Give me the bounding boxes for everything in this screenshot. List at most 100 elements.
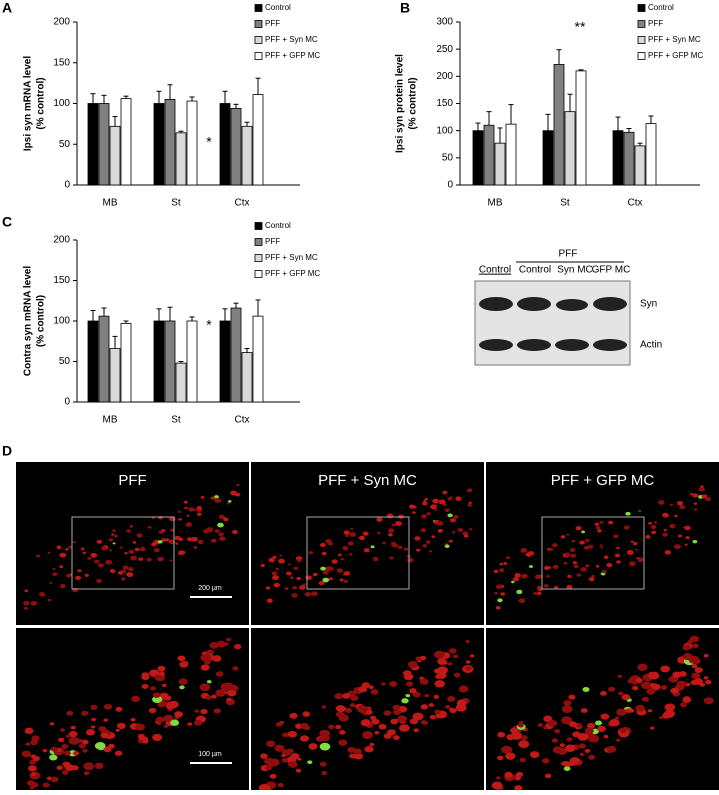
signal — [609, 718, 620, 727]
signal — [50, 776, 59, 783]
signal — [548, 566, 552, 569]
signal — [213, 708, 221, 714]
signal — [24, 589, 29, 593]
signal — [409, 688, 417, 694]
error-bar — [578, 69, 584, 71]
signal — [217, 522, 224, 528]
signal — [132, 541, 137, 544]
signal — [614, 716, 620, 720]
signal — [447, 662, 453, 666]
signal — [434, 680, 445, 688]
signal — [536, 591, 542, 596]
error-bar — [255, 77, 261, 95]
signal — [455, 703, 467, 712]
signal — [616, 546, 620, 550]
signal — [143, 740, 149, 744]
signal — [561, 705, 573, 714]
x-tick-label: MB — [103, 415, 118, 426]
signal — [693, 508, 698, 511]
signal — [214, 529, 220, 533]
signal — [232, 666, 239, 671]
signal — [520, 735, 528, 741]
signal — [218, 514, 225, 520]
signal — [376, 517, 383, 522]
signal — [131, 695, 140, 703]
y-tick-label: 150 — [436, 98, 453, 109]
signal — [596, 529, 602, 533]
signal — [266, 598, 273, 603]
signal — [100, 732, 109, 739]
legend-swatch — [637, 20, 646, 28]
error-bar — [556, 49, 562, 65]
signal — [578, 743, 586, 749]
signal — [648, 671, 660, 680]
signal — [633, 542, 638, 546]
signal — [458, 685, 469, 693]
micrograph — [486, 628, 719, 790]
signal — [321, 770, 328, 776]
signal — [340, 557, 345, 561]
signal — [84, 573, 89, 577]
signal — [161, 538, 167, 542]
signal — [91, 717, 96, 722]
signal — [533, 592, 538, 595]
signal — [583, 545, 590, 550]
signal — [434, 709, 441, 715]
signal — [469, 528, 473, 531]
signal — [584, 748, 591, 753]
signal — [312, 572, 318, 577]
legend-swatch — [254, 238, 263, 246]
signal — [518, 740, 530, 749]
signal — [600, 713, 610, 720]
bar — [241, 125, 253, 186]
signal — [134, 547, 140, 552]
signal — [566, 585, 573, 590]
signal — [233, 643, 242, 650]
signal — [206, 527, 214, 533]
signal — [544, 773, 552, 779]
signal — [659, 715, 664, 720]
signal — [388, 528, 395, 533]
signal — [664, 550, 672, 555]
signal — [196, 512, 202, 516]
signal — [603, 555, 609, 559]
legend-label: PFF + GFP MC — [265, 51, 320, 60]
y-axis-label: (% control) — [36, 295, 47, 347]
signal — [690, 679, 699, 686]
error-bar — [244, 348, 250, 353]
signal — [381, 682, 386, 686]
signal — [296, 558, 302, 563]
signal — [705, 496, 712, 502]
signal — [60, 728, 65, 732]
signal — [514, 573, 521, 578]
signal — [518, 598, 526, 604]
signal — [651, 530, 657, 535]
error-bar — [167, 84, 173, 100]
signal — [564, 552, 571, 557]
signal — [422, 501, 428, 506]
signal — [129, 525, 133, 528]
signal — [83, 762, 95, 771]
signal — [268, 557, 275, 563]
x-tick-label: St — [171, 415, 181, 426]
signal — [587, 722, 596, 729]
signal — [594, 720, 603, 726]
signal — [405, 693, 411, 698]
signal — [705, 679, 712, 685]
signal — [183, 506, 189, 510]
error-bar — [475, 122, 481, 131]
signal — [146, 557, 152, 562]
signal — [366, 709, 373, 715]
signal — [437, 666, 449, 675]
signal — [293, 566, 299, 570]
signal — [419, 678, 429, 685]
signal — [542, 758, 550, 764]
micrograph-title: PFF — [118, 472, 146, 489]
signal — [178, 517, 182, 521]
signal — [543, 715, 553, 722]
signal — [390, 541, 397, 546]
signal — [608, 520, 614, 525]
signal — [566, 737, 573, 742]
annotation: ** — [575, 19, 586, 35]
signal — [383, 733, 392, 739]
